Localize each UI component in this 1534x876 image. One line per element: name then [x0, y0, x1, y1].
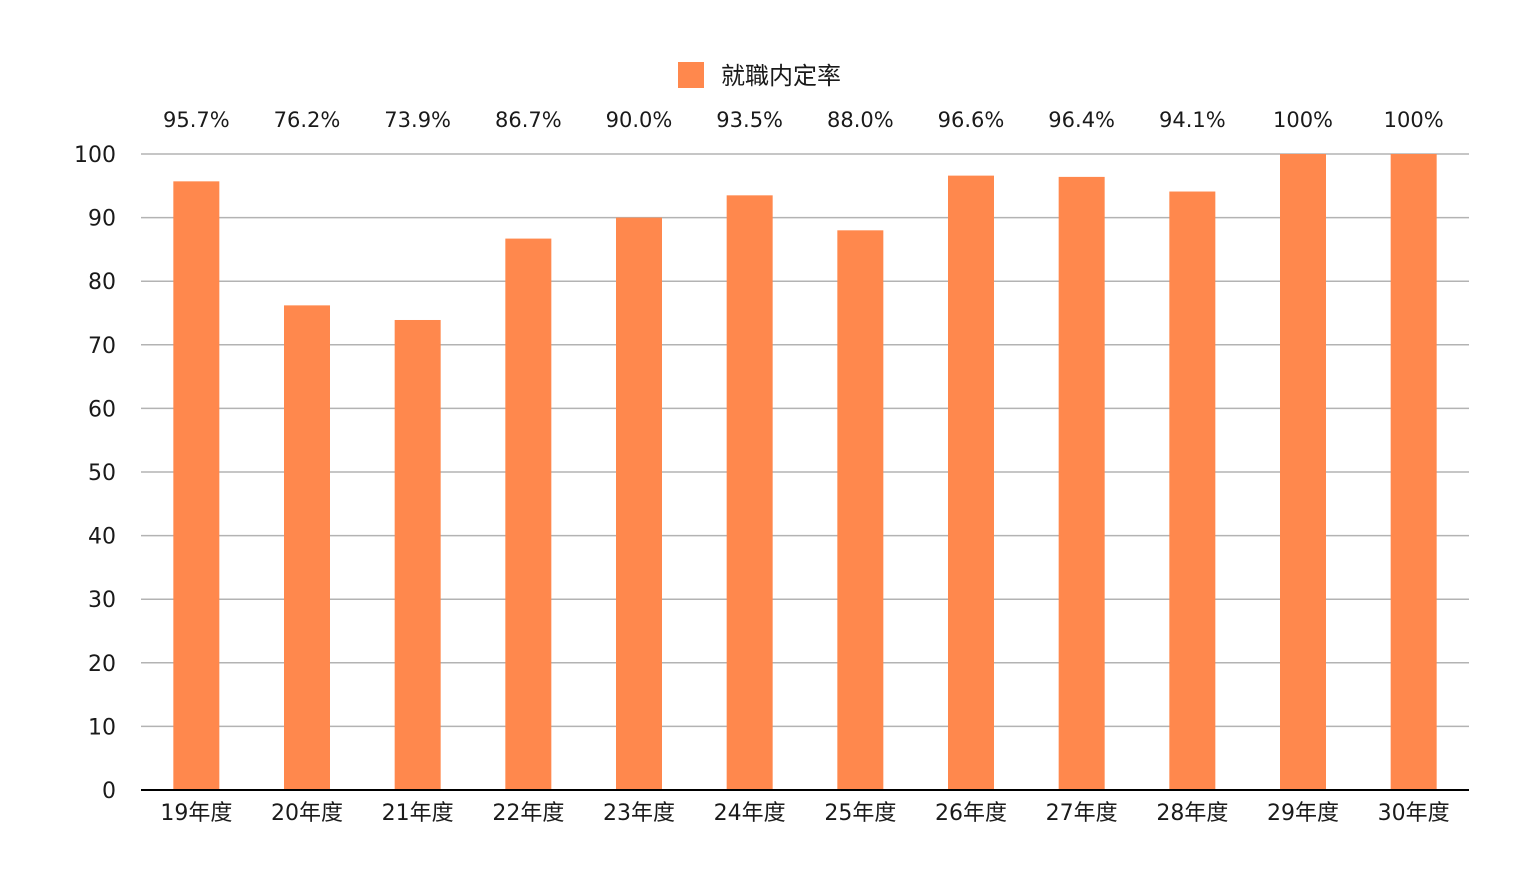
data-label: 94.1% — [1159, 108, 1226, 132]
y-tick-label: 20 — [88, 652, 116, 677]
legend-swatch — [678, 62, 704, 88]
bar — [284, 305, 330, 790]
data-label: 90.0% — [606, 108, 673, 132]
bar — [1169, 191, 1216, 791]
data-label: 73.9% — [384, 108, 451, 132]
bar — [1058, 176, 1105, 790]
data-label: 88.0% — [827, 108, 894, 132]
data-label: 96.4% — [1048, 108, 1115, 132]
gridlines — [141, 153, 1469, 728]
x-tick-label: 24年度 — [714, 801, 786, 826]
y-tick-label: 50 — [88, 461, 116, 486]
bars — [173, 154, 1437, 791]
data-labels: 95.7% 76.2% 73.9% 86.7% 90.0% 93.5% 88.0% 96.6%… — [163, 108, 1444, 132]
x-tick-label: 19年度 — [160, 801, 232, 826]
x-axis-ticks: 19年度 20年度 21年度 22年度 23年度 24年度 25年度 26年度 27年度 28年度… — [160, 801, 1449, 826]
data-label: 93.5% — [716, 108, 783, 132]
x-tick-label: 30年度 — [1378, 801, 1450, 826]
bar — [726, 195, 773, 791]
bar — [616, 217, 662, 791]
data-label: 100% — [1384, 108, 1444, 132]
x-tick-label: 29年度 — [1267, 801, 1339, 826]
bar — [394, 319, 441, 790]
y-tick-label: 30 — [88, 588, 116, 613]
y-tick-label: 100 — [74, 143, 116, 168]
x-tick-label: 21年度 — [382, 801, 454, 826]
bar — [948, 175, 994, 790]
y-tick-label: 10 — [88, 715, 116, 740]
legend-label: 就職内定率 — [721, 62, 841, 90]
data-label: 100% — [1273, 108, 1333, 132]
bar — [837, 230, 884, 790]
bar — [1280, 154, 1326, 790]
data-label: 86.7% — [495, 108, 562, 132]
y-tick-label: 0 — [102, 779, 116, 804]
y-tick-label: 80 — [88, 270, 116, 295]
x-tick-label: 26年度 — [935, 801, 1007, 826]
data-label: 96.6% — [938, 108, 1005, 132]
data-label: 76.2% — [274, 108, 341, 132]
y-axis-ticks: 0 10 20 30 40 50 60 70 80 90 100 — [74, 143, 116, 804]
legend: 就職内定率 — [678, 62, 841, 90]
x-tick-label: 20年度 — [271, 801, 343, 826]
y-tick-label: 60 — [88, 397, 116, 422]
x-tick-label: 23年度 — [603, 801, 675, 826]
x-tick-label: 25年度 — [824, 801, 896, 826]
data-label: 95.7% — [163, 108, 230, 132]
y-tick-label: 90 — [88, 207, 116, 232]
x-tick-label: 28年度 — [1156, 801, 1228, 826]
bar — [173, 181, 220, 790]
bar — [505, 238, 552, 790]
y-tick-label: 70 — [88, 334, 116, 359]
x-tick-label: 27年度 — [1046, 801, 1118, 826]
bar — [1390, 154, 1437, 790]
x-tick-label: 22年度 — [492, 801, 564, 826]
y-tick-label: 40 — [88, 525, 116, 550]
